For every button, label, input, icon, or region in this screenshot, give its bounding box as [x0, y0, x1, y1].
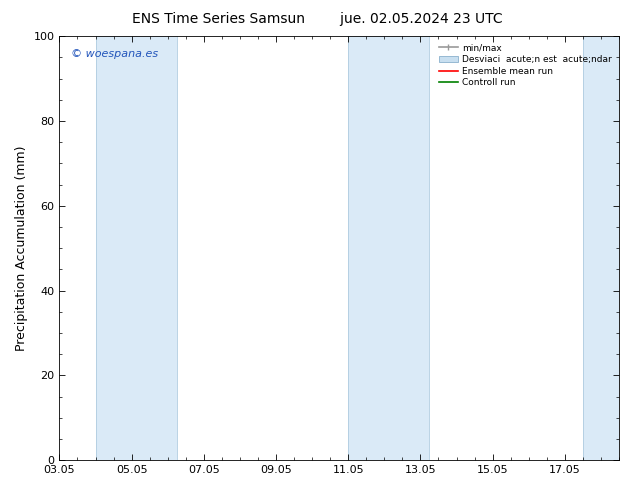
Text: ENS Time Series Samsun        jue. 02.05.2024 23 UTC: ENS Time Series Samsun jue. 02.05.2024 2… — [132, 12, 502, 26]
Bar — [583, 36, 623, 460]
Bar — [348, 36, 429, 460]
Y-axis label: Precipitation Accumulation (mm): Precipitation Accumulation (mm) — [15, 146, 28, 351]
Legend: min/max, Desviaci  acute;n est  acute;ndar, Ensemble mean run, Controll run: min/max, Desviaci acute;n est acute;ndar… — [437, 41, 614, 90]
Bar — [96, 36, 177, 460]
Text: © woespana.es: © woespana.es — [70, 49, 158, 59]
